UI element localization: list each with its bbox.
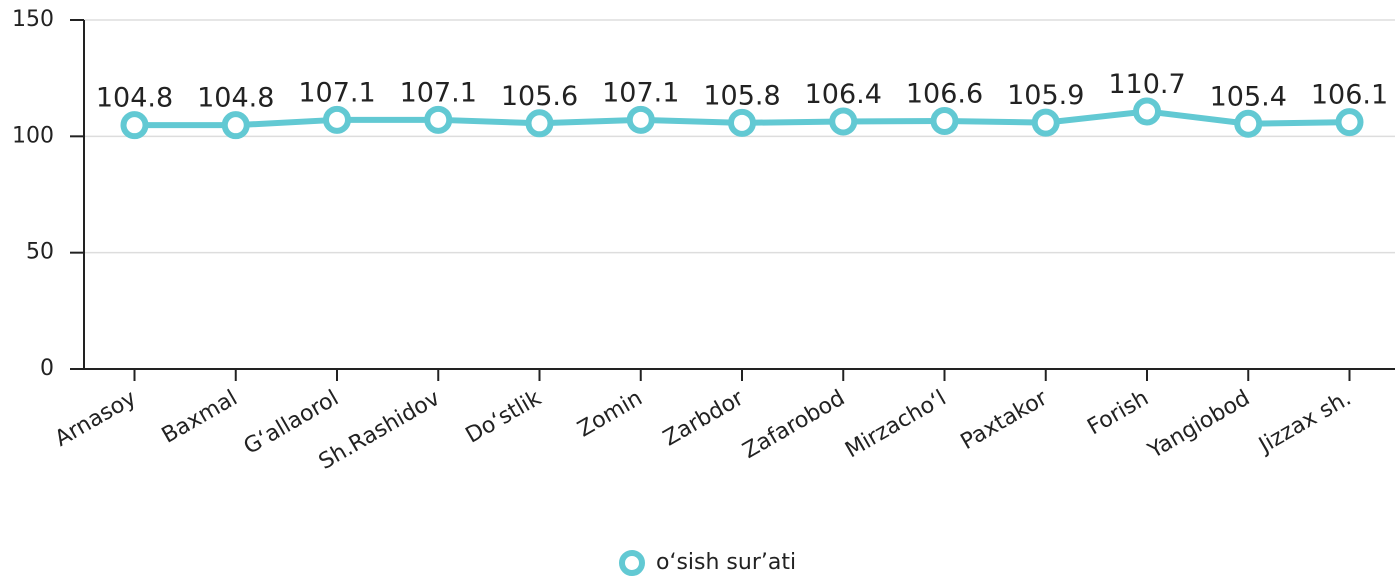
point xyxy=(626,105,655,134)
y-tick-label: 100 xyxy=(12,123,54,148)
legend-label: o‘sish sur’ati xyxy=(656,550,796,575)
x-tick-label: Zarbdor xyxy=(659,385,749,451)
x-tick-label: Jizzax sh. xyxy=(1253,386,1355,459)
x-tick-label: Forish xyxy=(1083,386,1153,441)
point xyxy=(221,111,250,140)
y-tick-label: 50 xyxy=(26,240,54,265)
point xyxy=(1335,108,1364,137)
data-label: 105.9 xyxy=(1007,80,1084,111)
data-label: 107.1 xyxy=(602,77,679,108)
data-label: 110.7 xyxy=(1108,69,1185,100)
data-label: 107.1 xyxy=(298,77,375,108)
point xyxy=(525,109,554,138)
data-label: 106.6 xyxy=(906,78,983,109)
point xyxy=(930,106,959,135)
point xyxy=(829,107,858,136)
x-tick-label: Paxtakor xyxy=(957,385,1053,455)
y-tick-label: 150 xyxy=(12,7,54,32)
x-tick-label: Mirzacho‘l xyxy=(841,386,950,464)
point xyxy=(1133,97,1161,126)
point xyxy=(424,105,453,134)
data-label: 107.1 xyxy=(400,77,477,108)
data-label: 105.6 xyxy=(501,81,578,112)
data-label: 104.8 xyxy=(197,83,274,114)
x-tick-label: Baxmal xyxy=(158,386,242,449)
point xyxy=(1234,109,1263,138)
data-label: 106.1 xyxy=(1311,80,1388,111)
point xyxy=(323,105,351,134)
x-tick-label: Arnasoy xyxy=(51,386,141,452)
x-tick-label: Zafarobod xyxy=(739,386,850,464)
legend-marker xyxy=(619,550,645,576)
x-tick-label: Yangiobod xyxy=(1143,386,1254,465)
data-label: 105.8 xyxy=(703,80,780,111)
point xyxy=(120,111,149,140)
point xyxy=(728,108,756,137)
x-tick-label: Do‘stlik xyxy=(462,386,546,449)
x-tick-label: Zomin xyxy=(574,386,647,443)
data-label: 104.8 xyxy=(96,83,173,114)
data-label: 105.4 xyxy=(1210,81,1287,112)
y-tick-label: 0 xyxy=(40,356,54,381)
point xyxy=(1031,108,1060,137)
data-label: 106.4 xyxy=(805,79,882,110)
